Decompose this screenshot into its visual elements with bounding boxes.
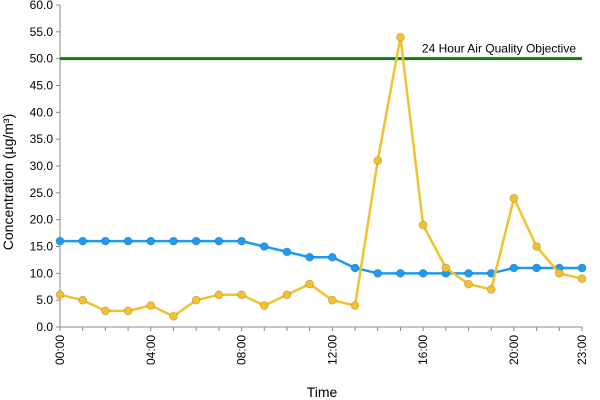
data-point bbox=[577, 274, 587, 284]
data-point bbox=[101, 306, 110, 316]
reference-line-label: 24 Hour Air Quality Objective bbox=[422, 42, 576, 56]
data-point bbox=[464, 279, 473, 289]
data-point bbox=[55, 290, 65, 300]
x-axis: 00:00 04:00 08:00 12:00 16:00 20:00 23:00 bbox=[53, 326, 589, 365]
y-tick-label: 35.0 bbox=[30, 132, 54, 146]
data-point bbox=[123, 306, 133, 316]
data-point bbox=[146, 236, 156, 246]
data-point bbox=[259, 301, 269, 310]
data-point bbox=[328, 295, 337, 305]
x-tick-label: 20:00 bbox=[507, 335, 521, 365]
y-tick-label: 45.0 bbox=[30, 79, 54, 93]
data-point bbox=[282, 247, 292, 257]
data-point bbox=[577, 263, 587, 273]
data-point bbox=[191, 295, 201, 305]
data-point bbox=[509, 193, 519, 203]
y-axis-title: Concentration (µg/m³) bbox=[0, 114, 16, 250]
data-point bbox=[350, 301, 360, 310]
y-tick-label: 30.0 bbox=[30, 159, 54, 173]
data-point bbox=[486, 285, 496, 294]
data-point bbox=[328, 252, 337, 262]
data-point bbox=[396, 32, 405, 42]
series-2 bbox=[55, 32, 587, 321]
y-tick-label: 5.0 bbox=[36, 293, 53, 307]
data-point bbox=[373, 156, 383, 165]
y-tick-label: 25.0 bbox=[30, 186, 54, 200]
data-point bbox=[78, 236, 87, 246]
x-tick-label: 04:00 bbox=[144, 335, 158, 365]
data-point bbox=[305, 252, 314, 262]
y-axis: 0.0 5.0 10.0 15.0 20.0 25.0 30.0 35.0 40.0 45.0 50… bbox=[30, 0, 61, 334]
x-tick-label: 08:00 bbox=[235, 335, 249, 365]
data-point bbox=[441, 263, 451, 273]
y-tick-label: 15.0 bbox=[30, 240, 54, 254]
data-point bbox=[101, 236, 110, 246]
reference-lines: 24 Hour Air Quality Objective bbox=[60, 42, 582, 61]
data-point bbox=[78, 295, 87, 305]
y-tick-label: 60.0 bbox=[30, 0, 54, 12]
data-point bbox=[237, 236, 246, 246]
y-tick-label: 55.0 bbox=[30, 25, 54, 39]
series-line bbox=[59, 35, 583, 318]
data-point bbox=[464, 269, 473, 278]
data-point bbox=[555, 269, 564, 278]
series-1 bbox=[55, 236, 587, 278]
data-point bbox=[55, 236, 65, 246]
data-point bbox=[214, 290, 224, 300]
y-tick-label: 0.0 bbox=[36, 320, 53, 334]
x-tick-label: 00:00 bbox=[53, 335, 67, 365]
x-tick-label: 12:00 bbox=[325, 335, 339, 365]
data-point bbox=[237, 290, 246, 300]
data-point bbox=[373, 269, 383, 278]
data-point bbox=[418, 220, 428, 230]
data-point bbox=[509, 263, 519, 273]
data-point bbox=[123, 236, 133, 246]
data-point bbox=[191, 236, 201, 246]
data-point bbox=[282, 290, 292, 300]
data-point bbox=[146, 301, 156, 310]
data-point bbox=[214, 236, 224, 246]
data-point bbox=[418, 269, 428, 278]
data-point bbox=[169, 311, 178, 321]
data-point bbox=[396, 269, 405, 278]
data-point bbox=[350, 263, 360, 273]
y-tick-label: 40.0 bbox=[30, 105, 54, 119]
series-line bbox=[60, 239, 582, 275]
data-point bbox=[259, 242, 269, 251]
data-point bbox=[532, 242, 541, 251]
x-tick-label: 23:00 bbox=[575, 335, 589, 365]
data-series bbox=[55, 32, 587, 321]
y-tick-label: 20.0 bbox=[30, 213, 54, 227]
data-point bbox=[169, 236, 178, 246]
data-point bbox=[532, 263, 541, 273]
y-tick-label: 50.0 bbox=[30, 52, 54, 66]
x-axis-title: Time bbox=[307, 384, 338, 400]
data-point bbox=[305, 279, 314, 289]
x-tick-label: 16:00 bbox=[416, 335, 430, 365]
y-tick-label: 10.0 bbox=[30, 266, 54, 280]
